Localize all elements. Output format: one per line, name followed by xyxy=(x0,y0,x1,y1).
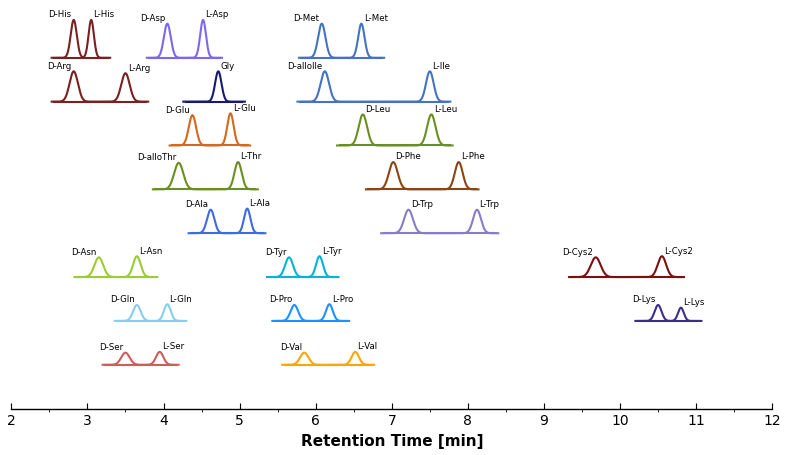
Text: D-alloIle: D-alloIle xyxy=(288,61,322,71)
Text: L-Trp: L-Trp xyxy=(479,200,500,209)
Text: D-Tyr: D-Tyr xyxy=(266,247,287,256)
Text: D-Ala: D-Ala xyxy=(185,200,208,209)
Text: Gly: Gly xyxy=(221,61,235,71)
Text: L-Tyr: L-Tyr xyxy=(322,246,341,255)
Text: D-Ser: D-Ser xyxy=(99,342,123,351)
Text: D-alloThr: D-alloThr xyxy=(137,153,177,162)
Text: L-Lys: L-Lys xyxy=(683,298,704,306)
Text: L-Val: L-Val xyxy=(358,342,377,350)
Text: L-Glu: L-Glu xyxy=(232,103,255,112)
Text: L-Asn: L-Asn xyxy=(139,246,162,255)
Text: L-Ile: L-Ile xyxy=(432,61,450,71)
Text: D-Leu: D-Leu xyxy=(365,105,390,114)
Text: L-Phe: L-Phe xyxy=(461,152,485,161)
X-axis label: Retention Time [min]: Retention Time [min] xyxy=(300,433,483,448)
Text: L-Gln: L-Gln xyxy=(169,294,192,303)
Text: D-Trp: D-Trp xyxy=(411,200,433,209)
Text: L-His: L-His xyxy=(94,10,114,19)
Text: D-His: D-His xyxy=(48,10,72,19)
Text: D-Pro: D-Pro xyxy=(269,295,292,304)
Text: D-Asp: D-Asp xyxy=(139,14,165,23)
Text: L-Ser: L-Ser xyxy=(162,342,184,350)
Text: L-Thr: L-Thr xyxy=(240,152,262,161)
Text: L-Met: L-Met xyxy=(363,14,388,23)
Text: D-Val: D-Val xyxy=(280,342,302,351)
Text: D-Phe: D-Phe xyxy=(396,152,422,161)
Text: L-Arg: L-Arg xyxy=(128,64,150,72)
Text: D-Gln: D-Gln xyxy=(110,295,135,304)
Text: D-Arg: D-Arg xyxy=(47,61,72,71)
Text: L-Asp: L-Asp xyxy=(206,10,229,19)
Text: D-Asn: D-Asn xyxy=(71,247,97,256)
Text: D-Met: D-Met xyxy=(293,14,319,23)
Text: L-Ala: L-Ala xyxy=(250,198,270,207)
Text: D-Glu: D-Glu xyxy=(165,106,190,114)
Text: L-Leu: L-Leu xyxy=(433,105,457,114)
Text: L-Pro: L-Pro xyxy=(332,294,353,303)
Text: L-Cys2: L-Cys2 xyxy=(664,246,693,255)
Text: D-Cys2: D-Cys2 xyxy=(563,247,593,256)
Text: D-Lys: D-Lys xyxy=(633,295,656,304)
